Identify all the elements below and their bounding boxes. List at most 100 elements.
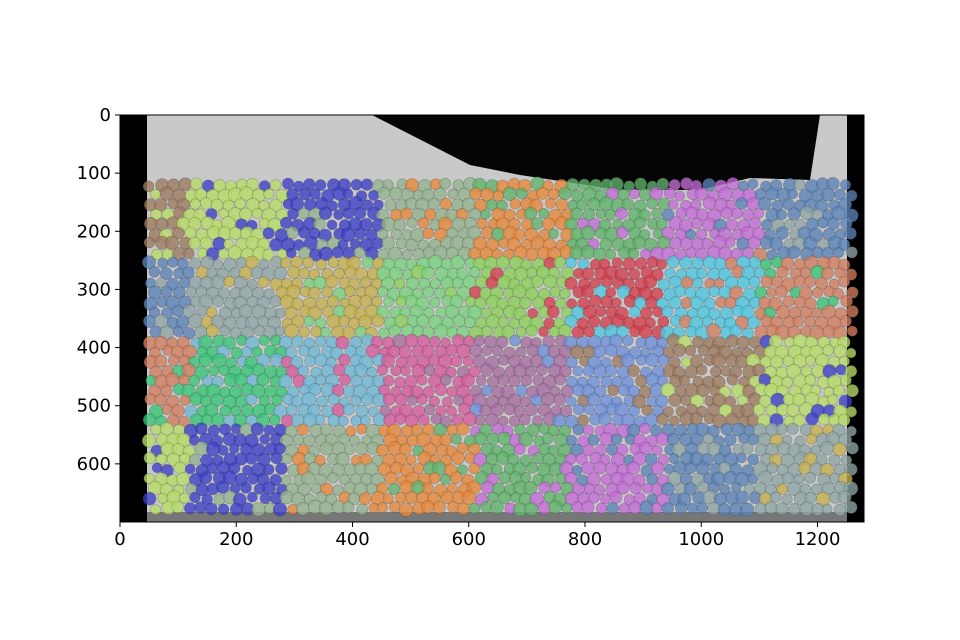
particle bbox=[327, 472, 339, 484]
particle bbox=[424, 403, 436, 416]
particle bbox=[832, 442, 847, 457]
particle bbox=[595, 208, 607, 220]
particle bbox=[281, 453, 293, 465]
particle bbox=[618, 503, 630, 515]
particle bbox=[183, 247, 195, 259]
particle bbox=[811, 307, 823, 319]
particle bbox=[199, 197, 213, 210]
particle bbox=[269, 198, 283, 212]
particle bbox=[186, 286, 197, 298]
particle bbox=[279, 490, 294, 505]
particle bbox=[497, 415, 509, 427]
particle bbox=[263, 288, 275, 300]
particle bbox=[713, 278, 725, 289]
particle bbox=[410, 423, 423, 436]
particle bbox=[356, 503, 369, 516]
particle bbox=[840, 179, 852, 191]
particle bbox=[680, 177, 693, 190]
particle bbox=[684, 286, 697, 299]
particle bbox=[433, 187, 447, 201]
particle bbox=[587, 315, 601, 328]
particle bbox=[575, 452, 588, 465]
particle bbox=[356, 423, 368, 435]
particle bbox=[793, 275, 806, 288]
particle bbox=[520, 472, 532, 483]
particle bbox=[142, 491, 157, 506]
particle bbox=[451, 451, 465, 465]
particle bbox=[616, 226, 629, 239]
particle bbox=[782, 355, 794, 367]
particle bbox=[656, 412, 669, 426]
particle bbox=[388, 483, 401, 495]
plot-area bbox=[120, 115, 864, 522]
particle bbox=[142, 255, 156, 270]
particle bbox=[216, 480, 230, 494]
particle bbox=[832, 288, 844, 300]
particle bbox=[844, 227, 857, 240]
particle bbox=[786, 363, 801, 379]
particle bbox=[666, 255, 680, 269]
particle bbox=[151, 248, 163, 261]
particle bbox=[747, 473, 759, 485]
particle bbox=[332, 484, 344, 496]
particle bbox=[407, 394, 419, 406]
particle bbox=[832, 247, 845, 259]
particle bbox=[254, 325, 266, 337]
x-tick-label: 1000 bbox=[678, 529, 724, 550]
particle bbox=[839, 315, 852, 328]
particle bbox=[313, 218, 326, 231]
particle bbox=[691, 217, 703, 230]
particle bbox=[657, 278, 671, 291]
particle bbox=[595, 502, 608, 515]
particle bbox=[154, 354, 168, 368]
particle bbox=[394, 393, 408, 407]
particle bbox=[333, 363, 346, 377]
particle bbox=[595, 305, 607, 318]
particle bbox=[737, 394, 748, 406]
particle bbox=[661, 482, 675, 496]
particle bbox=[444, 304, 459, 319]
particle bbox=[673, 285, 686, 298]
particle bbox=[622, 334, 634, 347]
particle bbox=[834, 267, 846, 279]
particle bbox=[217, 503, 230, 515]
particle bbox=[804, 315, 816, 328]
particle bbox=[538, 208, 550, 219]
particle bbox=[615, 207, 628, 220]
particle bbox=[480, 307, 492, 319]
particle bbox=[747, 453, 759, 466]
particle bbox=[845, 406, 857, 418]
y-tick-label: 600 bbox=[77, 454, 111, 475]
particle bbox=[724, 237, 736, 248]
particle bbox=[717, 503, 731, 517]
particle bbox=[212, 259, 224, 271]
particle bbox=[280, 216, 293, 229]
particle bbox=[837, 238, 851, 251]
particle bbox=[384, 471, 398, 486]
particle bbox=[805, 433, 818, 445]
particle bbox=[519, 296, 532, 310]
particle bbox=[219, 325, 231, 337]
particle bbox=[509, 334, 521, 347]
particle bbox=[333, 267, 345, 280]
particle bbox=[389, 501, 401, 513]
particle bbox=[377, 286, 389, 298]
particle bbox=[497, 316, 509, 328]
particle bbox=[615, 324, 629, 338]
particle bbox=[344, 444, 355, 456]
particle bbox=[725, 334, 739, 348]
particle bbox=[558, 186, 572, 200]
particle bbox=[321, 286, 333, 298]
particle bbox=[188, 434, 200, 446]
particle bbox=[461, 490, 477, 505]
particle bbox=[569, 207, 583, 221]
particle bbox=[752, 363, 766, 377]
particle bbox=[788, 503, 801, 516]
particle bbox=[167, 256, 179, 268]
particle bbox=[337, 415, 349, 427]
particle bbox=[770, 491, 782, 503]
particle bbox=[766, 287, 777, 298]
particle bbox=[588, 491, 600, 504]
particle bbox=[390, 386, 402, 397]
particle bbox=[309, 188, 321, 200]
